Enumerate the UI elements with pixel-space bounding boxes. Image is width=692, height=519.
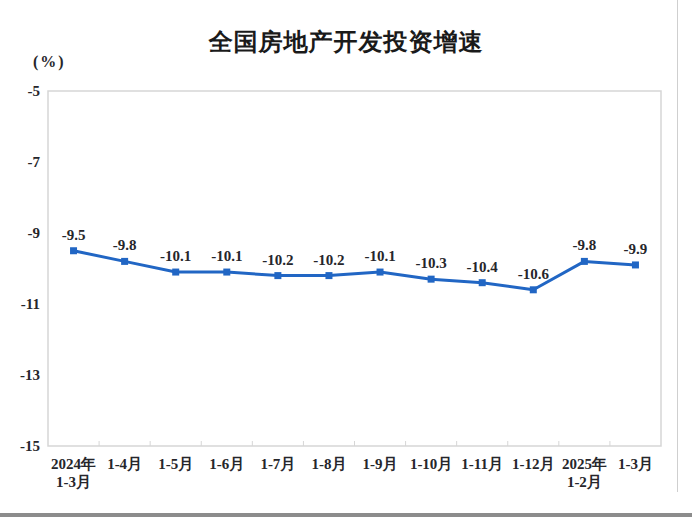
data-point-marker [581, 258, 588, 265]
y-tick-label: -13 [20, 367, 40, 383]
chart-page: 全国房地产开发投资增速 (%) -5-7-9-11-13-15-9.5-9.8-… [0, 0, 692, 519]
data-value-label: -10.2 [262, 252, 293, 268]
data-point-marker [121, 258, 128, 265]
x-category-label: 1-12月 [512, 456, 555, 472]
data-point-marker [530, 286, 537, 293]
data-value-label: -9.8 [113, 237, 137, 253]
data-point-marker [325, 272, 332, 279]
content-right-border [677, 0, 678, 492]
data-value-label: -9.5 [62, 227, 86, 243]
data-value-label: -10.2 [313, 252, 344, 268]
x-category-label: 1-5月 [158, 456, 193, 472]
x-category-label: 2025年1-2月 [562, 456, 607, 490]
y-tick-label: -9 [28, 225, 41, 241]
x-category-label: 1-8月 [311, 456, 346, 472]
data-point-marker [274, 272, 281, 279]
investment-growth-line-chart: -5 -7 -9 -11 -13 -15 -9.5 -9.8 -10.1 -10.1 -10.2 -1… [0, 0, 692, 519]
y-tick-label: -5 [28, 83, 41, 99]
x-category-label: 1-11月 [461, 456, 503, 472]
data-point-marker [428, 276, 435, 283]
series-line [74, 251, 636, 290]
x-category-label: 1-6月 [209, 456, 244, 472]
data-point-marker [172, 269, 179, 276]
data-point-marker [377, 269, 384, 276]
x-category-label: 1-7月 [260, 456, 295, 472]
data-point-marker [479, 279, 486, 286]
data-value-label: -10.6 [518, 266, 550, 282]
x-category-label: 1-9月 [363, 456, 398, 472]
data-value-label: -10.1 [160, 248, 191, 264]
x-category-label: 2024年1-3月 [51, 456, 96, 490]
y-tick-label: -7 [28, 154, 41, 170]
y-tick-label: -11 [21, 296, 40, 312]
data-value-label: -10.4 [467, 259, 499, 275]
data-value-label: -9.9 [624, 241, 648, 257]
page-bottom-divider [0, 513, 692, 517]
data-value-label: -10.3 [416, 255, 447, 271]
data-point-marker [223, 269, 230, 276]
data-point-marker [632, 261, 639, 268]
data-value-label: -10.1 [364, 248, 395, 264]
x-category-label: 1-3月 [618, 456, 653, 472]
x-category-label: 1-10月 [410, 456, 453, 472]
x-category-label: 1-4月 [107, 456, 142, 472]
data-point-marker [70, 247, 77, 254]
data-value-label: -10.1 [211, 248, 242, 264]
data-value-label: -9.8 [573, 237, 597, 253]
y-tick-label: -15 [20, 438, 40, 454]
